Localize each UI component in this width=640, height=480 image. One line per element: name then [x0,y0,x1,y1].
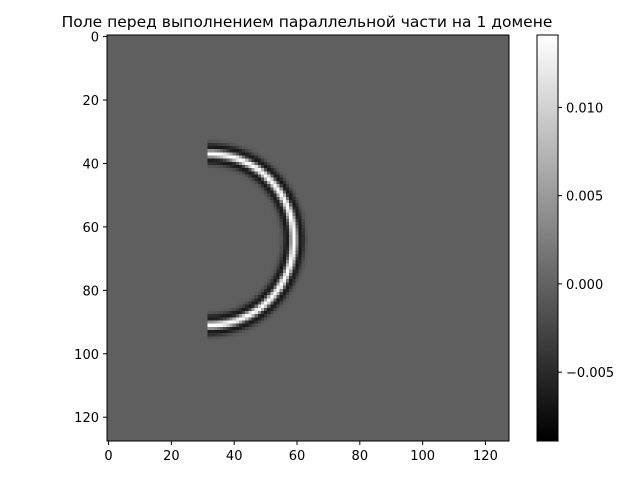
colorbar: 0.010 0.005 0.000 −0.005 [536,34,614,442]
y-tick-label: 40 [82,157,99,172]
heatmap-plot: 0 20 40 60 80 100 120 0 20 40 60 80 100 120 [74,31,510,464]
colorbar-gradient [537,35,558,441]
heatmap-image [107,35,509,441]
colorbar-frame [536,34,559,442]
colorbar-tick-label: 0.000 [566,278,603,293]
y-tick-label: 120 [74,411,99,426]
heatmap-image-holder [107,35,509,441]
plot-frame [106,34,510,442]
x-axis: 0 20 40 60 80 100 120 [104,441,498,464]
y-tick-label: 0 [91,31,99,46]
colorbar-tick-label: −0.005 [566,366,614,381]
y-tick-label: 60 [82,221,99,236]
x-tick-label: 60 [289,449,306,464]
x-tick-label: 100 [410,449,435,464]
x-tick-label: 40 [226,449,243,464]
x-tick-label: 0 [104,449,112,464]
colorbar-tick-label: 0.005 [566,190,603,205]
x-tick-label: 20 [163,449,180,464]
y-tick-label: 20 [82,94,99,109]
colorbar-gradient-holder [537,35,558,441]
x-tick-label: 80 [352,449,369,464]
colorbar-tick-label: 0.010 [566,101,603,116]
chart-title: Поле перед выполнением параллельной част… [62,13,553,31]
colorbar-ticks: 0.010 0.005 0.000 −0.005 [558,101,614,381]
x-tick-label: 120 [473,449,498,464]
y-axis: 0 20 40 60 80 100 120 [74,31,107,426]
y-tick-label: 100 [74,348,99,363]
y-tick-label: 80 [82,284,99,299]
